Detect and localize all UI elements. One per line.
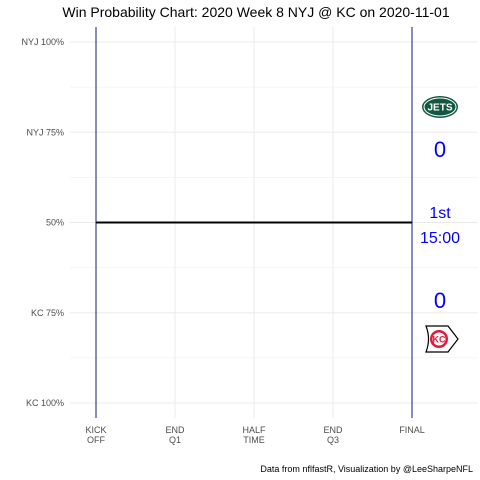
chart-title: Win Probability Chart: 2020 Week 8 NYJ @…	[62, 4, 449, 20]
x-tick-label-line2: Q3	[327, 435, 339, 445]
y-tick-label: KC 75%	[31, 308, 64, 318]
y-tick-label: NYJ 75%	[26, 127, 64, 137]
game-clock: 15:00	[420, 230, 460, 247]
bottom-team-score: 0	[434, 288, 446, 313]
x-tick-label: END	[165, 425, 185, 435]
chiefs-logo-text: KC	[433, 335, 446, 345]
x-tick-label: END	[323, 425, 343, 435]
y-tick-label: KC 100%	[26, 398, 64, 408]
x-tick-label-line2: OFF	[87, 435, 105, 445]
y-tick-label: NYJ 100%	[21, 37, 64, 47]
jets-logo: JETS	[422, 96, 458, 118]
y-axis-ticks: NYJ 100% NYJ 75% 50% KC 75% KC 100%	[21, 37, 64, 408]
x-tick-label-line2: Q1	[169, 435, 181, 445]
x-tick-label: FINAL	[399, 425, 425, 435]
scoreboard-overlay: JETS 0 1st 15:00 0 KC	[420, 96, 460, 353]
jets-logo-text: JETS	[427, 103, 452, 114]
x-tick-label: KICK	[85, 425, 106, 435]
chart-caption: Data from nflfastR, Visualization by @Le…	[260, 464, 473, 474]
series-layer	[95, 27, 413, 418]
chiefs-logo: KC	[425, 325, 459, 353]
y-tick-label: 50%	[46, 218, 64, 228]
game-quarter: 1st	[429, 205, 451, 222]
x-tick-label-line2: TIME	[243, 435, 265, 445]
x-tick-label: HALF	[242, 425, 266, 435]
top-team-score: 0	[434, 137, 446, 162]
